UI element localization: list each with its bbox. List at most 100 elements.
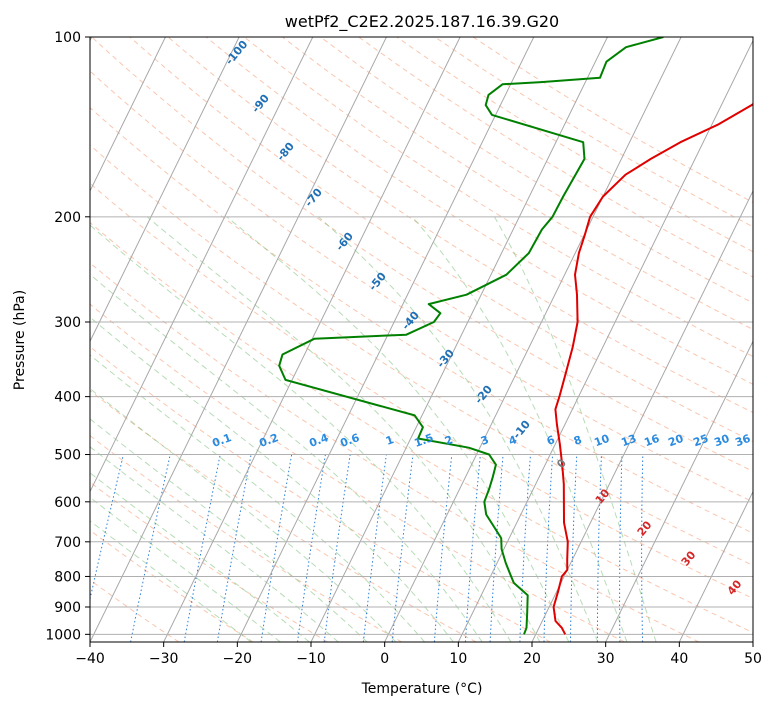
x-axis-ticks: −40 −30 −20 −10 0 10 20 30 40 50 xyxy=(75,642,762,667)
y-tick-label: 1000 xyxy=(45,627,81,643)
isotherm-label: -50 xyxy=(366,270,389,294)
y-tick-label: 200 xyxy=(54,210,81,226)
mixing-ratio-label: 2 xyxy=(443,433,455,448)
moist-adiabat-line xyxy=(318,216,599,642)
isotherm-label: 30 xyxy=(679,548,699,568)
dry-adiabat-line xyxy=(90,70,753,503)
dry-adiabat-line xyxy=(90,144,753,567)
mixing-ratio-label: 20 xyxy=(666,432,685,450)
dry-adiabat-line xyxy=(90,221,753,634)
mixing-ratio-label: 10 xyxy=(592,432,611,450)
mixing-ratio-label: 0.6 xyxy=(338,431,361,450)
mixing-ratio-label: 0.1 xyxy=(210,431,233,450)
mixing-ratio-line xyxy=(543,454,554,642)
mixing-ratio-line xyxy=(569,454,578,642)
mixing-ratio-line xyxy=(216,454,252,642)
mixing-ratio-line xyxy=(297,454,326,642)
isotherm-label: 20 xyxy=(635,518,655,538)
moist-adiabat-line xyxy=(90,472,310,642)
dry-adiabat-line xyxy=(90,262,700,642)
mixing-ratio-label: 8 xyxy=(572,433,584,448)
isotherm-line xyxy=(605,340,753,642)
moist-adiabat-line xyxy=(411,216,628,642)
isotherm-label: -100 xyxy=(223,38,251,68)
dry-adiabat-line xyxy=(91,37,753,472)
moist-adiabat-line xyxy=(146,216,541,642)
dry-adiabat-line xyxy=(90,106,753,534)
x-tick-label: 0 xyxy=(380,651,389,667)
moist-adiabat-line xyxy=(90,496,281,642)
mixing-ratio-line xyxy=(391,454,414,642)
y-tick-label: 300 xyxy=(54,315,81,331)
dewpoint-line xyxy=(278,37,664,635)
mixing-ratio-line xyxy=(260,454,293,642)
isotherm-line xyxy=(90,37,314,493)
dry-adiabat-line xyxy=(243,37,753,358)
isotherm-line xyxy=(531,189,753,642)
x-tick-label: 10 xyxy=(449,651,467,667)
y-tick-label: 800 xyxy=(54,569,81,585)
dry-adiabat-line xyxy=(90,481,328,642)
isotherm-line xyxy=(90,37,387,642)
isotherm-line xyxy=(310,37,608,642)
x-tick-label: −40 xyxy=(75,651,105,667)
y-axis-ticks: 100 200 300 400 500 600 700 800 900 1000 xyxy=(45,30,90,643)
dry-adiabat-line xyxy=(90,389,477,642)
isotherm-label: 10 xyxy=(593,486,613,506)
mixing-ratio-label: 1.5 xyxy=(412,431,435,450)
dry-adiabat-line xyxy=(129,37,753,443)
moist-adiabat-line xyxy=(90,520,252,642)
dry-adiabat-line xyxy=(90,182,753,600)
mixing-ratio-line xyxy=(619,454,623,642)
isotherm-label: -70 xyxy=(302,186,325,210)
x-tick-label: −10 xyxy=(296,651,326,667)
isotherm-line xyxy=(752,640,753,642)
mixing-ratio-label: 1 xyxy=(384,433,396,448)
x-tick-label: 20 xyxy=(523,651,541,667)
moist-adiabat-line xyxy=(493,216,657,642)
moist-adiabat-line xyxy=(90,316,454,642)
background-lines xyxy=(90,37,753,642)
y-tick-label: 100 xyxy=(54,30,81,46)
mixing-ratio-line xyxy=(596,454,602,642)
x-axis-title: Temperature (°C) xyxy=(361,681,483,697)
mixing-ratio-label: 13 xyxy=(619,432,638,449)
dry-adiabat-line xyxy=(282,37,753,331)
y-tick-label: 900 xyxy=(54,600,81,616)
dry-adiabat-line xyxy=(90,529,254,642)
mixing-ratio-line xyxy=(519,454,531,642)
y-tick-label: 600 xyxy=(54,495,81,511)
y-tick-label: 500 xyxy=(54,448,81,464)
moist-adiabat-line xyxy=(90,418,368,642)
plot-frame xyxy=(89,36,754,643)
isotherm-label: 40 xyxy=(725,577,745,597)
isotherm-line xyxy=(678,490,753,642)
dry-adiabat-line xyxy=(434,37,753,228)
dry-adiabat-line xyxy=(90,303,625,642)
isotherm-label: -90 xyxy=(249,92,272,116)
isotherm-label: -20 xyxy=(472,383,495,407)
pressure-grid xyxy=(90,37,753,635)
isotherm-label: -80 xyxy=(274,140,297,164)
y-axis-title: Pressure (hPa) xyxy=(12,290,28,390)
mixing-ratio-label: 0.2 xyxy=(257,431,280,450)
dry-adiabat-line xyxy=(472,37,753,204)
x-tick-label: −20 xyxy=(223,651,253,667)
mixing-ratio-line xyxy=(362,454,387,642)
dry-adiabat-line xyxy=(167,37,753,414)
isotherm-line xyxy=(236,37,535,642)
x-tick-label: 50 xyxy=(744,651,762,667)
mixing-ratio-label: 3 xyxy=(479,433,491,448)
mixing-ratio-line xyxy=(641,454,644,642)
moist-adiabat-line xyxy=(90,354,425,642)
moist-adiabat-line xyxy=(90,273,483,642)
mixing-ratio-line xyxy=(130,454,171,642)
dry-adiabat-line xyxy=(90,434,402,642)
moist-adiabat-line xyxy=(226,216,570,642)
mixing-ratio-label: 36 xyxy=(733,432,752,450)
dry-adiabat-line xyxy=(320,37,753,304)
moist-adiabat-line xyxy=(90,387,397,642)
x-tick-label: 40 xyxy=(670,651,688,667)
mixing-ratio-line xyxy=(489,454,504,642)
